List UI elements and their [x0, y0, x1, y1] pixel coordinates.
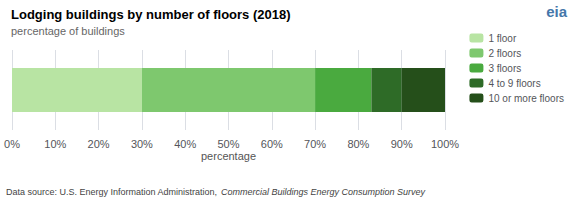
svg-text:10 or more floors: 10 or more floors	[488, 93, 564, 104]
svg-text:0%: 0%	[4, 138, 20, 150]
svg-text:Lodging buildings by number of: Lodging buildings by number of floors (2…	[11, 7, 291, 22]
svg-text:Commercial Buildings Energy Co: Commercial Buildings Energy Consumption …	[221, 187, 426, 197]
svg-text:percentage of buildings: percentage of buildings	[11, 25, 125, 37]
svg-text:40%: 40%	[174, 138, 196, 150]
svg-text:4 to 9 floors: 4 to 9 floors	[488, 78, 540, 89]
svg-text:50%: 50%	[217, 138, 239, 150]
svg-text:10%: 10%	[44, 138, 66, 150]
svg-text:80%: 80%	[347, 138, 369, 150]
svg-text:20%: 20%	[88, 138, 110, 150]
svg-text:eia: eia	[546, 3, 568, 20]
svg-text:percentage: percentage	[201, 150, 256, 162]
svg-text:90%: 90%	[391, 138, 413, 150]
svg-text:2 floors: 2 floors	[488, 48, 521, 59]
svg-text:60%: 60%	[261, 138, 283, 150]
svg-text:1 floor: 1 floor	[488, 33, 516, 44]
svg-text:3 floors: 3 floors	[488, 63, 521, 74]
svg-text:Data source: U.S. Energy Infor: Data source: U.S. Energy Information Adm…	[6, 187, 217, 197]
svg-text:30%: 30%	[131, 138, 153, 150]
svg-text:100%: 100%	[431, 138, 459, 150]
svg-text:70%: 70%	[304, 138, 326, 150]
